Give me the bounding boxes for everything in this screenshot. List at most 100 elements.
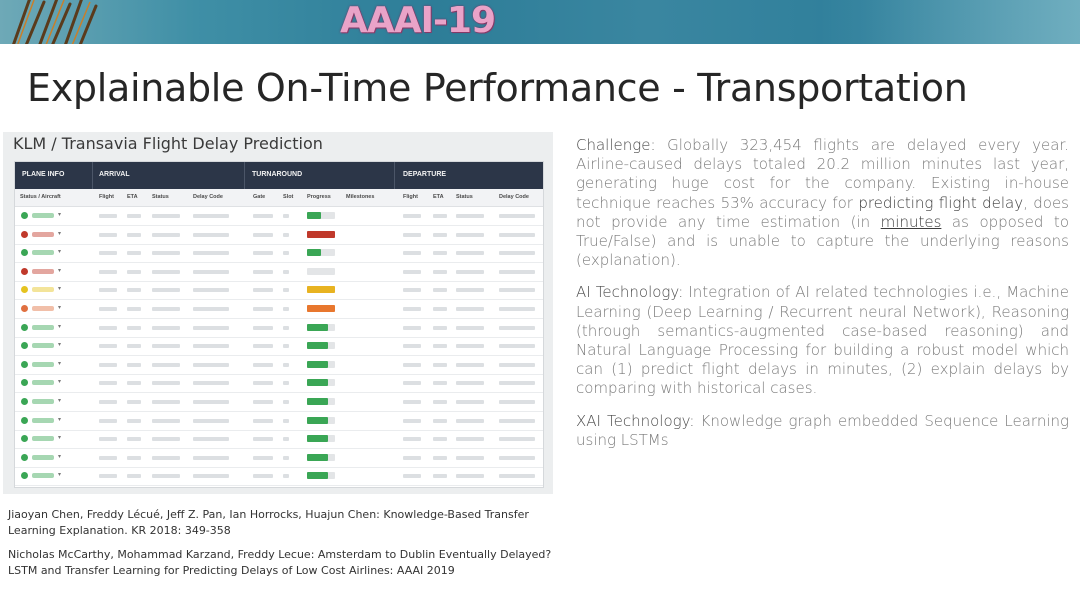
chevron-down-icon[interactable]: ▾ [58, 342, 62, 349]
cell-placeholder [499, 288, 535, 293]
cell-placeholder [253, 437, 273, 442]
aircraft-name-placeholder [32, 473, 54, 479]
cell-placeholder [152, 418, 180, 423]
aircraft-name-placeholder [32, 250, 54, 256]
cell-placeholder [127, 325, 141, 330]
aircraft-name-placeholder [32, 306, 54, 311]
cell-placeholder [152, 400, 180, 404]
challenge-text-2: , does not provide any time estimation (… [576, 193, 1069, 231]
chevron-down-icon[interactable]: ▾ [58, 453, 62, 460]
chevron-down-icon[interactable]: ▾ [58, 379, 62, 386]
cell-placeholder [99, 344, 117, 349]
cell-placeholder [403, 325, 421, 330]
table-row[interactable]: ▾ [15, 430, 543, 450]
chevron-down-icon[interactable]: ▾ [58, 416, 62, 423]
progress-bar [307, 305, 335, 312]
table-row[interactable]: ▾ [15, 356, 543, 375]
aircraft-name-placeholder [32, 417, 54, 423]
table-row[interactable]: ▾ [15, 263, 543, 282]
aircraft-name-placeholder [32, 399, 54, 404]
cell-placeholder [283, 400, 289, 404]
cell-placeholder [433, 307, 447, 311]
table-row[interactable]: ▾ [15, 207, 543, 226]
chevron-down-icon[interactable]: ▾ [58, 212, 62, 218]
cell-placeholder [193, 418, 229, 423]
table-row[interactable]: ▾ [15, 412, 543, 431]
cell-placeholder [193, 381, 229, 386]
col-eta: ETA [127, 194, 138, 200]
table-row[interactable]: ▾ [15, 449, 543, 468]
challenge-text-3: as opposed to True/False) and is unable … [576, 212, 1069, 270]
cell-placeholder [499, 381, 535, 386]
chevron-down-icon[interactable]: ▾ [58, 249, 62, 256]
progress-fill [307, 212, 321, 219]
cell-placeholder [152, 307, 180, 311]
table-row[interactable]: ▾ [15, 374, 543, 394]
status-dot-icon [21, 416, 28, 424]
cell-placeholder [403, 307, 421, 311]
cell-placeholder [152, 362, 180, 367]
status-dot-icon [21, 286, 28, 294]
status-dot-icon [21, 342, 28, 350]
cell-placeholder [99, 474, 117, 479]
cell-placeholder [433, 418, 447, 423]
progress-bar [307, 472, 335, 480]
col-dep-flight: Flight [403, 194, 418, 200]
table-row[interactable]: ▾ [15, 244, 543, 264]
cell-placeholder [99, 269, 117, 274]
progress-bar [307, 267, 335, 275]
table-row[interactable]: ▾ [15, 467, 543, 487]
table-row[interactable]: ▾ [15, 226, 543, 245]
cell-placeholder [193, 362, 229, 367]
cell-placeholder [253, 455, 273, 460]
progress-fill [307, 379, 328, 387]
chevron-down-icon[interactable]: ▾ [58, 435, 62, 442]
challenge-paragraph: Challenge: Globally 323,454 flights are … [576, 136, 1069, 270]
cell-placeholder [193, 455, 229, 460]
cell-placeholder [499, 455, 535, 460]
cell-placeholder [433, 381, 447, 386]
col-dep-status: Status [456, 194, 473, 200]
cell-placeholder [499, 400, 535, 404]
table-row[interactable]: ▾ [15, 337, 543, 357]
cell-placeholder [127, 418, 141, 423]
status-dot-icon [21, 379, 28, 387]
cell-placeholder [433, 232, 447, 237]
cell-placeholder [193, 214, 229, 218]
chevron-down-icon[interactable]: ▾ [58, 305, 62, 311]
chevron-down-icon[interactable]: ▾ [58, 323, 62, 330]
chevron-down-icon[interactable]: ▾ [58, 230, 62, 237]
cell-placeholder [283, 325, 289, 330]
chevron-down-icon[interactable]: ▾ [58, 472, 62, 479]
chevron-down-icon[interactable]: ▾ [58, 360, 62, 367]
table-row[interactable]: ▾ [15, 281, 543, 301]
cell-placeholder [127, 362, 141, 367]
aircraft-name-placeholder [32, 287, 54, 293]
cell-placeholder [253, 362, 273, 367]
group-divider [244, 162, 245, 189]
ai-technology-text: Integration of AI related technologies i… [576, 283, 1069, 398]
status-dot-icon [21, 453, 28, 461]
cell-placeholder [456, 418, 484, 423]
cell-placeholder [403, 251, 421, 256]
cell-placeholder [152, 325, 180, 330]
cell-placeholder [403, 400, 421, 404]
status-dot-icon [21, 305, 28, 312]
cell-placeholder [499, 325, 535, 330]
chevron-down-icon[interactable]: ▾ [58, 267, 62, 274]
cell-placeholder [499, 344, 535, 349]
chevron-down-icon[interactable]: ▾ [58, 398, 62, 404]
cell-placeholder [99, 288, 117, 293]
cell-placeholder [433, 455, 447, 460]
table-row[interactable]: ▾ [15, 300, 543, 319]
group-turnaround: TURNAROUND [252, 171, 303, 178]
cell-placeholder [99, 455, 117, 460]
table-row[interactable]: ▾ [15, 319, 543, 338]
table-row[interactable]: ▾ [15, 393, 543, 412]
cell-placeholder [127, 455, 141, 460]
chevron-down-icon[interactable]: ▾ [58, 286, 62, 293]
reference-1: Jiaoyan Chen, Freddy Lécué, Jeff Z. Pan,… [8, 508, 529, 537]
progress-bar [307, 286, 335, 294]
cell-placeholder [403, 418, 421, 423]
cell-placeholder [127, 474, 141, 479]
